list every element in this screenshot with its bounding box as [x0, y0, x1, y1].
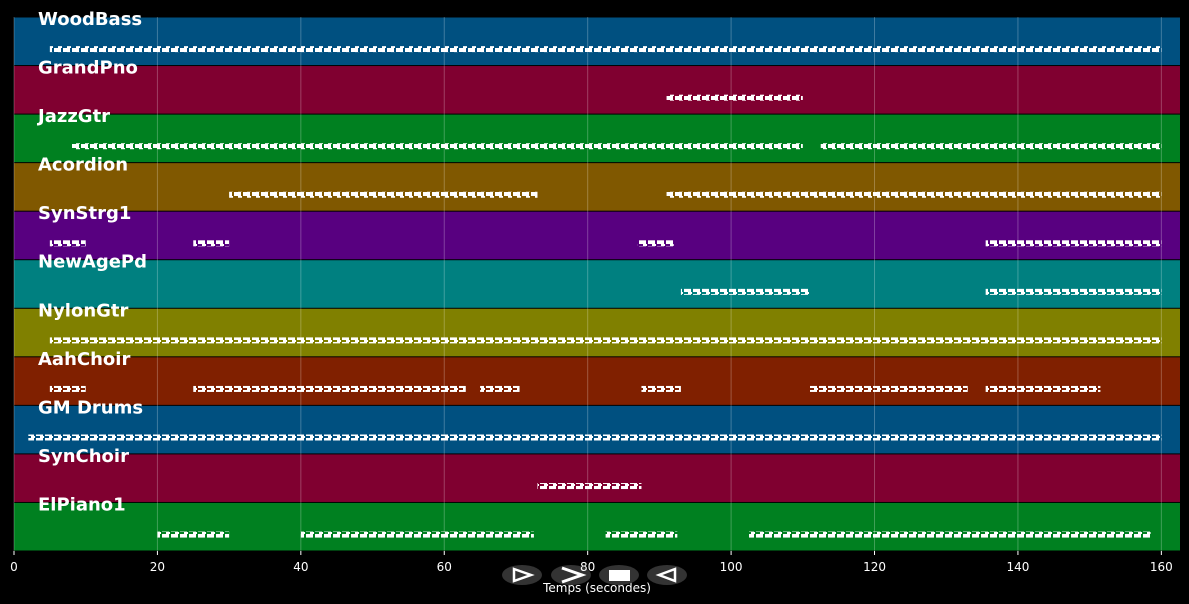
note-run: [680, 288, 810, 295]
track-band: [14, 405, 1180, 454]
track-label: WoodBass: [38, 9, 142, 30]
note-run: [49, 240, 86, 247]
track-label: GM Drums: [38, 397, 143, 418]
track-band: [14, 502, 1180, 551]
track-label: AahChoir: [38, 349, 130, 370]
playback-controls[interactable]: [502, 565, 687, 585]
note-run: [820, 143, 1162, 150]
note-run: [229, 191, 538, 198]
track-label: NylonGtr: [38, 300, 129, 321]
note-run: [749, 531, 1151, 538]
play-button[interactable]: [502, 565, 542, 585]
track-label: JazzGtr: [36, 106, 110, 127]
x-tick-label: 20: [150, 560, 165, 574]
note-run: [985, 288, 1162, 295]
note-run: [666, 94, 803, 101]
note-run: [641, 385, 681, 392]
x-axis-label: Temps (secondes): [542, 581, 651, 595]
back-button[interactable]: [647, 565, 687, 585]
note-run: [28, 434, 1162, 441]
note-run: [666, 191, 1162, 198]
x-tick-label: 140: [1006, 560, 1029, 574]
track-label: SynChoir: [38, 446, 129, 467]
track-band: [14, 308, 1180, 357]
track-label: GrandPno: [38, 58, 138, 79]
track-label: NewAgePd: [38, 252, 147, 273]
note-run: [480, 385, 520, 392]
x-tick-label: 120: [863, 560, 886, 574]
note-run: [49, 337, 1162, 344]
plot-area: WoodBass GrandPno JazzGtr Acordion SynStrg1 N…: [13, 9, 1180, 551]
track-band: [14, 17, 1180, 66]
note-run: [71, 143, 803, 150]
note-run: [193, 385, 466, 392]
track-label: SynStrg1: [38, 203, 131, 224]
note-run: [49, 46, 1162, 53]
x-tick-label: 0: [10, 560, 18, 574]
track-band: [14, 260, 1180, 308]
play-icon: [512, 567, 535, 583]
note-run: [809, 385, 968, 392]
x-tick-label: 100: [720, 560, 743, 574]
track-band: [14, 211, 1180, 260]
note-run: [49, 385, 86, 392]
note-run: [537, 483, 642, 490]
note-run: [300, 531, 534, 538]
note-run: [193, 240, 230, 247]
track-band: [14, 357, 1180, 405]
track-label: Acordion: [38, 155, 128, 176]
x-tick-label: 40: [293, 560, 308, 574]
note-run: [157, 531, 230, 538]
track-band: [14, 454, 1180, 502]
track-band: [14, 66, 1180, 114]
track-band: [14, 114, 1180, 163]
track-band: [14, 163, 1180, 211]
back-icon: [655, 567, 677, 583]
note-run: [985, 240, 1162, 247]
x-tick-label: 60: [437, 560, 452, 574]
note-run: [985, 385, 1101, 392]
forward-button[interactable]: [551, 565, 591, 585]
x-tick-label: 160: [1150, 560, 1173, 574]
forward-icon: [561, 566, 587, 584]
stop-icon: [609, 570, 630, 581]
x-tick-label: 80: [580, 560, 595, 574]
note-run: [605, 531, 678, 538]
track-label: ElPiano1: [38, 494, 126, 515]
note-run: [637, 240, 674, 247]
